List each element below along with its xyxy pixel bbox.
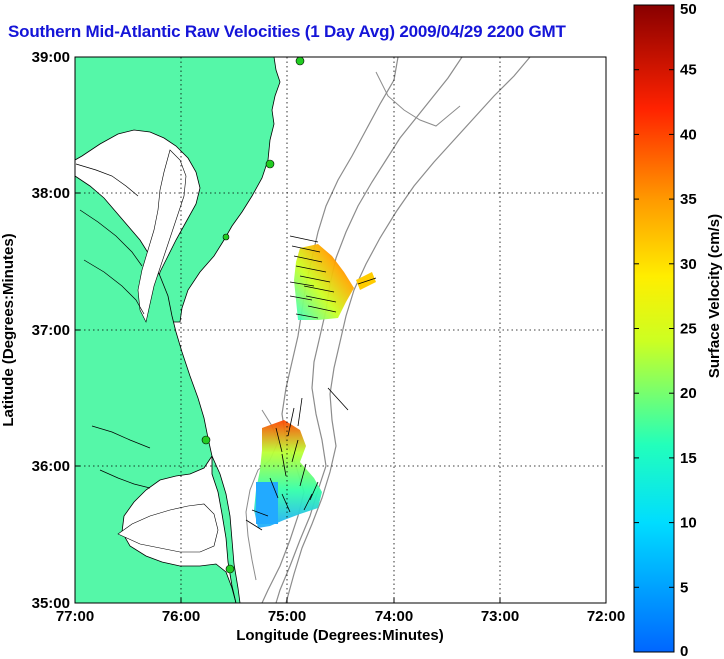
x-axis-label: Longitude (Degrees:Minutes) xyxy=(236,627,444,644)
bathymetry-4 xyxy=(375,71,461,127)
bathymetry-3 xyxy=(285,57,531,603)
colorbar-tick-label: 45 xyxy=(680,62,697,79)
station-marker xyxy=(222,233,230,241)
colorbar-tick-label: 15 xyxy=(680,450,697,467)
y-tick-label: 37:00 xyxy=(32,322,70,339)
x-tick-label: 76:00 xyxy=(162,608,200,625)
x-tick-marks xyxy=(75,192,501,603)
colorbar-tick-label: 25 xyxy=(680,321,697,338)
velocity-arrows-north xyxy=(289,235,377,319)
colorbar-ticks xyxy=(634,4,674,653)
x-tick-label: 74:00 xyxy=(375,608,413,625)
river-1 xyxy=(75,163,139,197)
velocity-patch-south-blue xyxy=(256,482,278,524)
bathymetry-1 xyxy=(261,57,399,603)
colorbar-tick-label: 0 xyxy=(680,643,688,659)
station-marker xyxy=(295,57,305,66)
colorbar xyxy=(633,4,675,653)
water-sound xyxy=(117,503,219,553)
page-title: Southern Mid-Atlantic Raw Velocities (1 … xyxy=(8,22,566,41)
river-4 xyxy=(99,469,151,489)
colorbar-tick-label: 50 xyxy=(680,1,697,18)
x-tick-label: 73:00 xyxy=(481,608,519,625)
colorbar-tick-label: 35 xyxy=(680,191,697,208)
colorbar-label: Surface Velocity (cm/s) xyxy=(706,214,723,378)
station-marker xyxy=(265,159,275,169)
x-tick-label: 77:00 xyxy=(56,608,94,625)
y-tick-label: 38:00 xyxy=(32,185,70,202)
colorbar-tick-label: 10 xyxy=(680,515,697,532)
colorbar-tick-label: 20 xyxy=(680,385,697,402)
y-tick-label: 36:00 xyxy=(32,458,70,475)
river-2 xyxy=(79,209,143,267)
river-3 xyxy=(83,259,145,315)
y-tick-label: 35:00 xyxy=(32,595,70,612)
river-5 xyxy=(91,425,151,449)
station-marker xyxy=(201,435,211,445)
colorbar-tick-label: 30 xyxy=(680,256,697,273)
x-tick-label: 72:00 xyxy=(587,608,625,625)
bathymetry-2 xyxy=(275,57,463,603)
station-marker xyxy=(225,564,235,574)
velocity-patch-north xyxy=(294,244,354,320)
y-axis-label: Latitude (Degrees:Minutes) xyxy=(0,233,17,426)
x-tick-label: 75:00 xyxy=(268,608,306,625)
colorbar-tick-label: 5 xyxy=(680,579,688,596)
grid xyxy=(75,57,606,603)
y-tick-label: 39:00 xyxy=(32,49,70,66)
velocity-arrows-south xyxy=(245,387,349,531)
colorbar-tick-label: 40 xyxy=(680,126,697,143)
